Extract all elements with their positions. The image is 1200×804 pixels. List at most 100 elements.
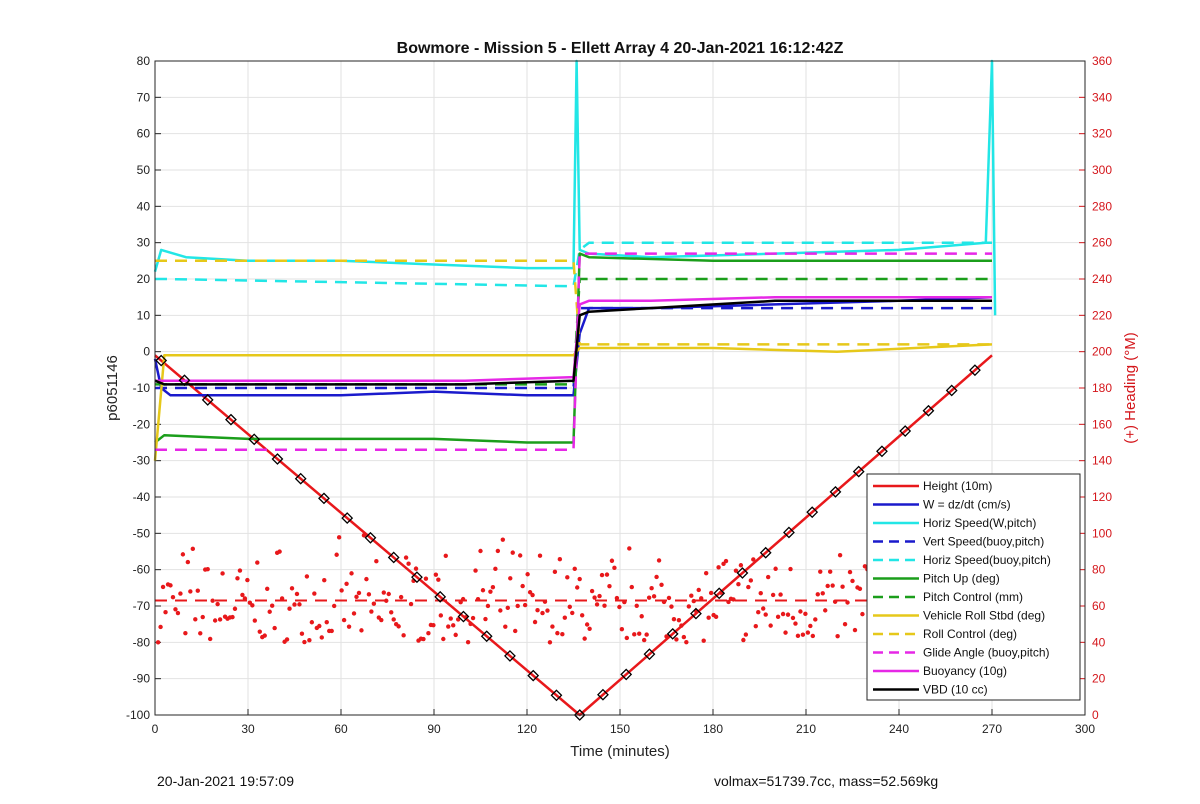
height-marker bbox=[620, 668, 633, 681]
heading-point bbox=[309, 620, 315, 625]
height-marker bbox=[690, 607, 702, 620]
heading-point bbox=[547, 640, 553, 645]
heading-point bbox=[495, 548, 501, 554]
heading-point bbox=[364, 576, 369, 582]
heading-point bbox=[458, 599, 463, 605]
heading-point bbox=[235, 576, 240, 581]
heading-point bbox=[641, 637, 647, 643]
y-tick-label: -30 bbox=[133, 454, 151, 468]
heading-point bbox=[567, 604, 572, 610]
heading-point bbox=[624, 635, 630, 641]
height-marker bbox=[806, 506, 819, 519]
heading-point bbox=[552, 569, 558, 575]
heading-point bbox=[634, 603, 639, 608]
heading-point bbox=[579, 613, 585, 618]
heading-point bbox=[210, 598, 215, 603]
heading-point bbox=[242, 596, 248, 601]
y2-tick-label: 80 bbox=[1092, 563, 1106, 577]
heading-point bbox=[312, 591, 317, 596]
y-tick-label: 10 bbox=[137, 308, 151, 322]
legend-label-6: Pitch Control (mm) bbox=[923, 590, 1023, 604]
heading-point bbox=[763, 612, 768, 617]
heading-point bbox=[207, 636, 213, 642]
y2-tick-label: 40 bbox=[1092, 635, 1106, 649]
heading-point bbox=[572, 566, 577, 572]
heading-point bbox=[535, 608, 540, 613]
heading-point bbox=[190, 546, 196, 552]
heading-point bbox=[619, 626, 625, 632]
heading-point bbox=[565, 575, 570, 580]
height-marker bbox=[945, 384, 958, 397]
heading-point bbox=[396, 624, 401, 629]
legend: Height (10m) W = dz/dt (cm/s) Horiz Speed(… bbox=[866, 473, 1081, 701]
heading-point bbox=[250, 603, 255, 608]
height-marker bbox=[922, 404, 935, 417]
y2-tick-label: 160 bbox=[1092, 417, 1112, 431]
x-tick-label: 30 bbox=[241, 722, 255, 736]
heading-point bbox=[738, 563, 744, 568]
heading-point bbox=[550, 624, 555, 629]
heading-point bbox=[319, 635, 324, 640]
height-marker bbox=[387, 551, 400, 564]
heading-point bbox=[706, 615, 711, 620]
heading-point bbox=[676, 617, 682, 623]
heading-point bbox=[696, 587, 701, 593]
heading-point bbox=[272, 625, 277, 631]
heading-point bbox=[689, 593, 694, 598]
heading-point bbox=[810, 633, 816, 639]
heading-point bbox=[758, 590, 763, 596]
x-tick-label: 210 bbox=[796, 722, 816, 736]
heading-point bbox=[403, 555, 409, 560]
heading-point bbox=[408, 601, 414, 607]
heading-point bbox=[545, 608, 550, 613]
heading-point bbox=[200, 614, 205, 620]
series-line-7 bbox=[153, 343, 993, 461]
heading-point bbox=[287, 606, 292, 611]
heading-point bbox=[684, 639, 689, 645]
series-line-4 bbox=[155, 241, 992, 288]
heading-point bbox=[215, 601, 220, 607]
heading-point bbox=[508, 576, 513, 581]
heading-point bbox=[346, 624, 352, 629]
heading-point bbox=[217, 617, 223, 622]
heading-point bbox=[398, 594, 404, 600]
heading-point bbox=[344, 581, 349, 586]
heading-point bbox=[542, 599, 548, 604]
y2-tick-label: 360 bbox=[1092, 54, 1112, 68]
heading-point bbox=[560, 632, 565, 637]
heading-point bbox=[785, 612, 791, 617]
heading-point bbox=[659, 582, 664, 587]
heading-point bbox=[803, 611, 808, 617]
heading-point bbox=[341, 617, 347, 623]
height-marker bbox=[201, 394, 214, 406]
plot-border bbox=[154, 60, 1086, 716]
heading-point bbox=[354, 594, 359, 600]
legend-label-0: Height (10m) bbox=[923, 479, 992, 493]
y-tick-label: -60 bbox=[133, 563, 151, 577]
heading-point bbox=[331, 603, 337, 609]
heading-point bbox=[637, 631, 642, 636]
heading-point bbox=[155, 640, 161, 645]
heading-point bbox=[349, 571, 354, 576]
heading-point bbox=[733, 568, 739, 573]
heading-point bbox=[661, 599, 667, 605]
heading-point bbox=[230, 614, 235, 620]
heading-point bbox=[366, 592, 372, 597]
height-marker bbox=[480, 630, 493, 643]
heading-point bbox=[269, 603, 275, 608]
y2-axis-label: (+) Heading (°M) bbox=[1122, 332, 1139, 443]
height-marker bbox=[643, 648, 656, 661]
heading-point bbox=[299, 631, 305, 636]
heading-point bbox=[532, 619, 538, 625]
heading-point bbox=[294, 591, 300, 597]
y-tick-label: 60 bbox=[137, 127, 151, 141]
heading-point bbox=[617, 604, 622, 610]
x-tick-label: 60 bbox=[334, 722, 348, 736]
heading-point bbox=[575, 585, 580, 590]
heading-point bbox=[485, 603, 491, 609]
heading-point bbox=[490, 584, 496, 590]
heading-point bbox=[555, 630, 560, 636]
height-marker bbox=[550, 689, 563, 702]
heading-point bbox=[708, 590, 714, 596]
heading-point bbox=[800, 632, 806, 637]
